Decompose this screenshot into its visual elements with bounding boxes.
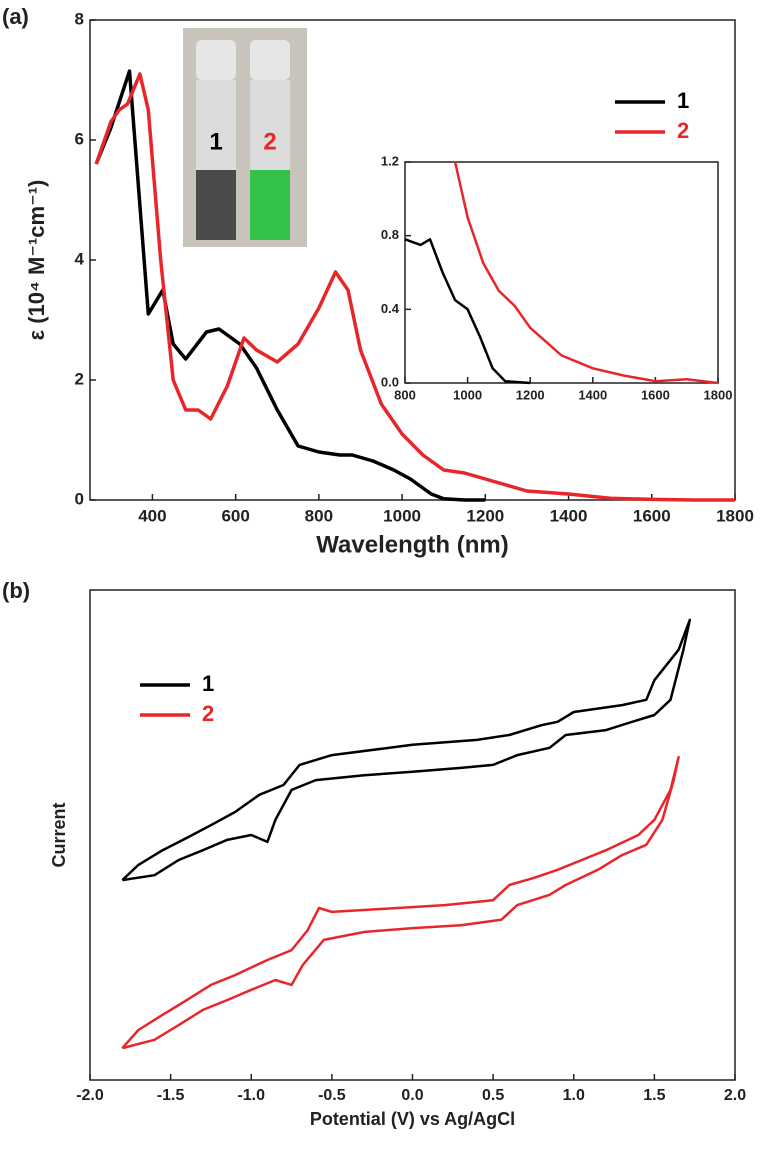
y-tick-label: 4 bbox=[75, 249, 85, 268]
x-tick-label: -0.5 bbox=[318, 1087, 346, 1104]
y-tick-label: 2 bbox=[75, 369, 84, 388]
legend-label: 1 bbox=[677, 88, 689, 113]
x-tick-label: 0.5 bbox=[482, 1087, 504, 1104]
x-tick-label: 1600 bbox=[633, 506, 671, 525]
x-tick-label: 1400 bbox=[550, 506, 588, 525]
x-tick-label: 1000 bbox=[383, 506, 421, 525]
legend-label: 2 bbox=[677, 118, 689, 143]
y-tick-label: 0.0 bbox=[381, 374, 399, 389]
x-tick-label: -1.5 bbox=[157, 1087, 185, 1104]
x-tick-label: 1400 bbox=[578, 387, 607, 402]
x-tick-label: 1800 bbox=[716, 506, 754, 525]
x-tick-label: 1.0 bbox=[563, 1087, 585, 1104]
x-tick-label: 1600 bbox=[641, 387, 670, 402]
x-tick-label: 1200 bbox=[516, 387, 545, 402]
photo-label: 1 bbox=[209, 128, 222, 155]
y-tick-label: 8 bbox=[75, 9, 84, 28]
x-tick-label: 2.0 bbox=[724, 1087, 746, 1104]
data-line bbox=[121, 618, 692, 882]
data-line bbox=[121, 755, 680, 1050]
plot-frame bbox=[404, 161, 719, 384]
inset-background bbox=[405, 162, 718, 383]
x-tick-label: -2.0 bbox=[76, 1087, 104, 1104]
x-tick-label: 1.5 bbox=[643, 1087, 665, 1104]
legend-label: 2 bbox=[202, 701, 214, 726]
data-line bbox=[404, 238, 531, 385]
x-tick-label: 0.0 bbox=[401, 1087, 423, 1104]
y-axis-label: ε (10⁴ M⁻¹cm⁻¹) bbox=[24, 180, 49, 341]
panel-label: (b) bbox=[2, 578, 30, 603]
x-axis-label: Wavelength (nm) bbox=[316, 531, 508, 558]
panel-label: (a) bbox=[2, 4, 29, 29]
x-tick-label: 1800 bbox=[704, 387, 733, 402]
solution-1 bbox=[196, 170, 236, 240]
y-tick-label: 0.8 bbox=[381, 227, 399, 242]
y-tick-label: 0 bbox=[75, 489, 84, 508]
photo-label: 2 bbox=[263, 128, 276, 155]
data-line bbox=[94, 72, 735, 502]
x-tick-label: 400 bbox=[138, 506, 166, 525]
x-tick-label: 800 bbox=[394, 387, 416, 402]
cuvette-cap bbox=[250, 40, 290, 80]
y-tick-label: 6 bbox=[75, 129, 84, 148]
x-tick-label: 600 bbox=[221, 506, 249, 525]
x-tick-label: 1000 bbox=[453, 387, 482, 402]
x-tick-label: 800 bbox=[305, 506, 333, 525]
y-axis-label: Current bbox=[49, 802, 69, 867]
data-line bbox=[94, 69, 486, 502]
cuvette-cap bbox=[196, 40, 236, 80]
data-line bbox=[453, 161, 719, 385]
y-tick-label: 1.2 bbox=[381, 153, 399, 168]
x-axis-label: Potential (V) vs Ag/AgCl bbox=[310, 1109, 515, 1129]
x-tick-label: 1200 bbox=[466, 506, 504, 525]
legend-label: 1 bbox=[202, 671, 214, 696]
x-tick-label: -1.0 bbox=[237, 1087, 265, 1104]
solution-2 bbox=[250, 170, 290, 240]
y-tick-label: 0.4 bbox=[381, 301, 400, 316]
photo-inset: 1 2 bbox=[183, 28, 307, 247]
